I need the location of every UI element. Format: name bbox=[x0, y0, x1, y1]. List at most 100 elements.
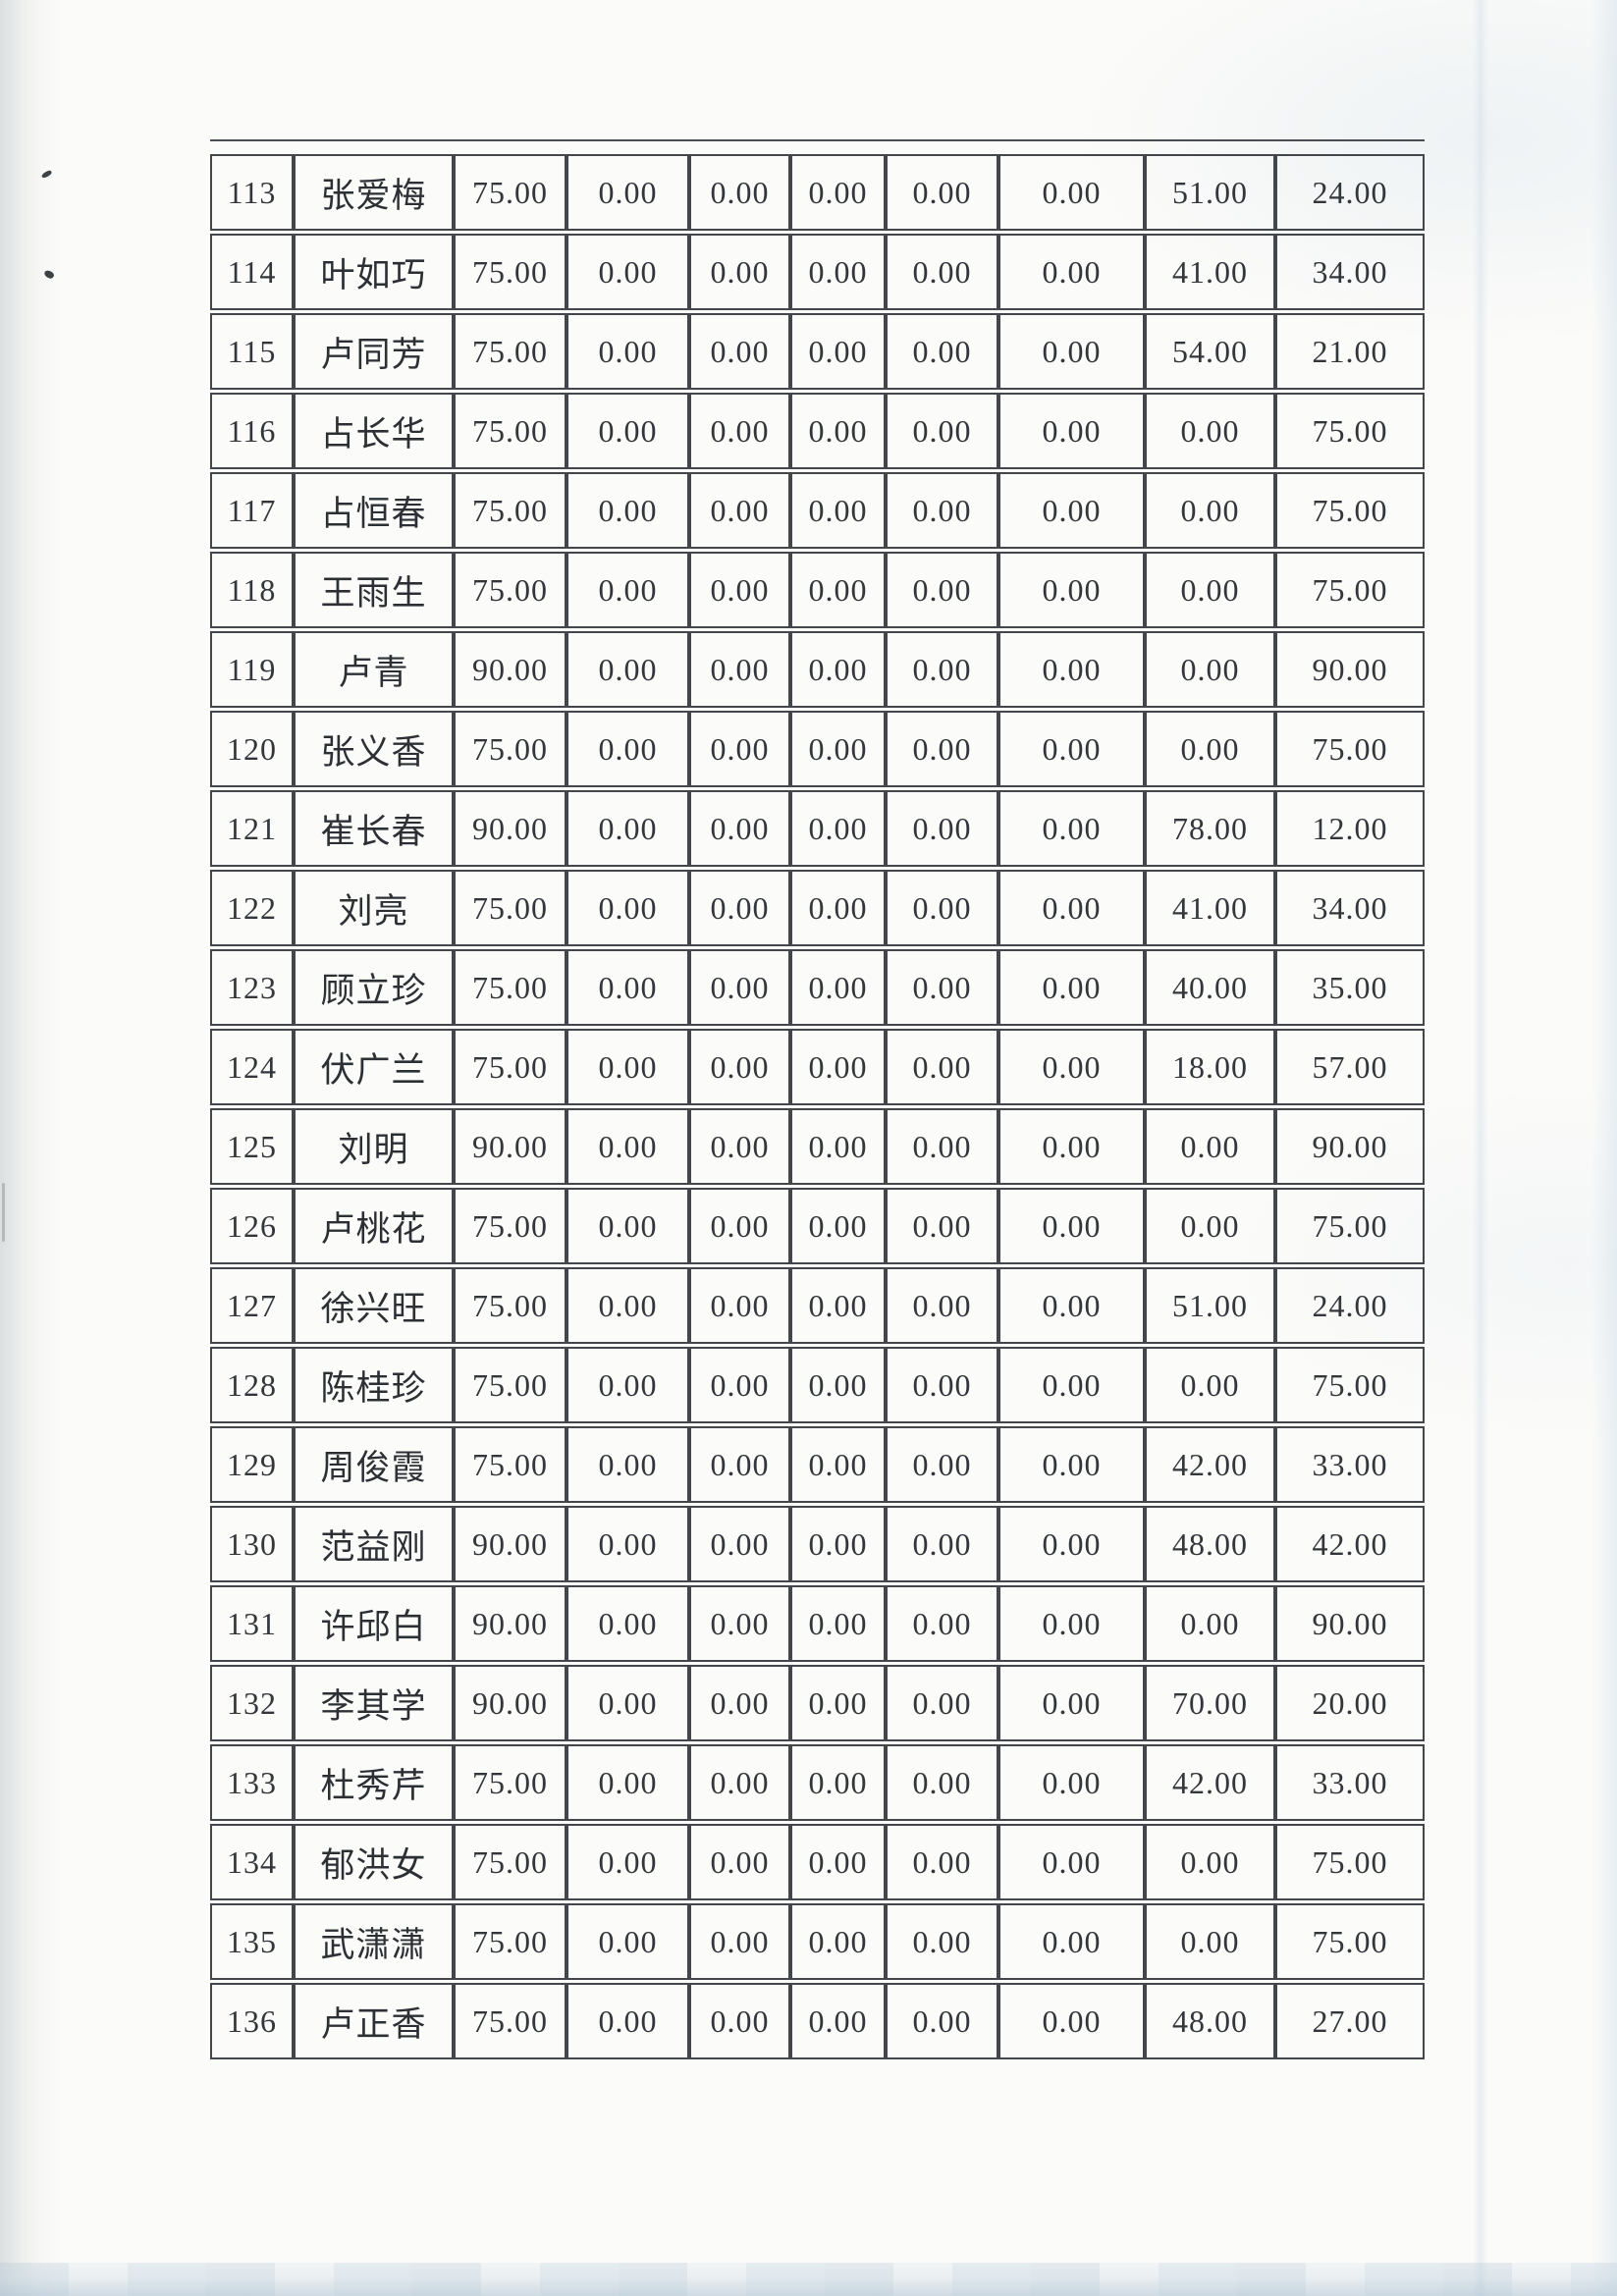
value-cell: 0.00 bbox=[689, 1267, 790, 1344]
value-cell: 0.00 bbox=[886, 1426, 998, 1503]
value-cell: 90.00 bbox=[454, 790, 566, 867]
name-cell: 卢桃花 bbox=[294, 1188, 454, 1264]
value-cell: 75.00 bbox=[1275, 1903, 1425, 1980]
value-cell: 0.00 bbox=[689, 472, 790, 549]
value-cell: 0.00 bbox=[790, 790, 886, 867]
scan-line-artifact bbox=[2, 1183, 5, 1242]
row-number-cell: 115 bbox=[210, 313, 294, 390]
value-cell: 90.00 bbox=[1275, 1585, 1425, 1662]
value-cell: 0.00 bbox=[790, 1267, 886, 1344]
value-cell: 75.00 bbox=[454, 1188, 566, 1264]
value-cell: 0.00 bbox=[1145, 1824, 1275, 1900]
row-number-cell: 131 bbox=[210, 1585, 294, 1662]
value-cell: 0.00 bbox=[886, 154, 998, 231]
value-cell: 48.00 bbox=[1145, 1983, 1275, 2059]
value-cell: 90.00 bbox=[454, 1108, 566, 1185]
table-row: 118 王雨生 75.00 0.00 0.00 0.00 0.00 0.00 0.00 75.00 bbox=[210, 552, 1425, 628]
value-cell: 0.00 bbox=[566, 552, 689, 628]
value-cell: 0.00 bbox=[886, 393, 998, 469]
value-cell: 27.00 bbox=[1275, 1983, 1425, 2059]
row-number-cell: 133 bbox=[210, 1744, 294, 1821]
table-row: 121 崔长春 90.00 0.00 0.00 0.00 0.00 0.00 78.00 12.0… bbox=[210, 790, 1425, 867]
value-cell: 35.00 bbox=[1275, 949, 1425, 1026]
value-cell: 51.00 bbox=[1145, 154, 1275, 231]
value-cell: 0.00 bbox=[998, 234, 1145, 310]
value-cell: 0.00 bbox=[689, 870, 790, 946]
value-cell: 0.00 bbox=[886, 1267, 998, 1344]
value-cell: 0.00 bbox=[566, 1426, 689, 1503]
value-cell: 48.00 bbox=[1145, 1506, 1275, 1582]
value-cell: 0.00 bbox=[689, 1029, 790, 1105]
value-cell: 0.00 bbox=[566, 790, 689, 867]
table-row: 117 占恒春 75.00 0.00 0.00 0.00 0.00 0.00 0.00 75.00 bbox=[210, 472, 1425, 549]
value-cell: 20.00 bbox=[1275, 1665, 1425, 1741]
value-cell: 0.00 bbox=[790, 1983, 886, 2059]
row-number-cell: 135 bbox=[210, 1903, 294, 1980]
value-cell: 75.00 bbox=[454, 552, 566, 628]
name-cell: 徐兴旺 bbox=[294, 1267, 454, 1344]
row-number-cell: 128 bbox=[210, 1347, 294, 1423]
value-cell: 0.00 bbox=[790, 472, 886, 549]
value-cell: 0.00 bbox=[566, 1744, 689, 1821]
value-cell: 0.00 bbox=[566, 1585, 689, 1662]
table-row: 124 伏广兰 75.00 0.00 0.00 0.00 0.00 0.00 18.00 57.0… bbox=[210, 1029, 1425, 1105]
value-cell: 0.00 bbox=[689, 631, 790, 708]
value-cell: 0.00 bbox=[790, 1903, 886, 1980]
table-row: 129 周俊霞 75.00 0.00 0.00 0.00 0.00 0.00 42.00 33.0… bbox=[210, 1426, 1425, 1503]
value-cell: 0.00 bbox=[886, 1506, 998, 1582]
value-cell: 0.00 bbox=[886, 1347, 998, 1423]
value-cell: 0.00 bbox=[790, 393, 886, 469]
value-cell: 0.00 bbox=[566, 234, 689, 310]
value-cell: 75.00 bbox=[454, 1824, 566, 1900]
row-number-cell: 127 bbox=[210, 1267, 294, 1344]
table-row: 127 徐兴旺 75.00 0.00 0.00 0.00 0.00 0.00 51.00 24.0… bbox=[210, 1267, 1425, 1344]
ink-speck bbox=[42, 268, 56, 281]
value-cell: 75.00 bbox=[454, 1983, 566, 2059]
value-cell: 0.00 bbox=[790, 1029, 886, 1105]
value-cell: 0.00 bbox=[566, 1029, 689, 1105]
value-cell: 0.00 bbox=[886, 711, 998, 787]
table-row: 113 张爱梅 75.00 0.00 0.00 0.00 0.00 0.00 51.00 24.0… bbox=[210, 154, 1425, 231]
table-row: 122 刘亮 75.00 0.00 0.00 0.00 0.00 0.00 41.00 34.00 bbox=[210, 870, 1425, 946]
value-cell: 0.00 bbox=[566, 1983, 689, 2059]
value-cell: 0.00 bbox=[998, 1585, 1145, 1662]
value-cell: 0.00 bbox=[566, 870, 689, 946]
value-cell: 0.00 bbox=[566, 472, 689, 549]
table-row: 123 顾立珍 75.00 0.00 0.00 0.00 0.00 0.00 40.00 35.0… bbox=[210, 949, 1425, 1026]
value-cell: 0.00 bbox=[1145, 631, 1275, 708]
value-cell: 0.00 bbox=[689, 1347, 790, 1423]
row-number-cell: 124 bbox=[210, 1029, 294, 1105]
value-cell: 41.00 bbox=[1145, 870, 1275, 946]
value-cell: 75.00 bbox=[454, 472, 566, 549]
value-cell: 75.00 bbox=[454, 711, 566, 787]
name-cell: 李其学 bbox=[294, 1665, 454, 1741]
value-cell: 0.00 bbox=[689, 1585, 790, 1662]
value-cell: 0.00 bbox=[998, 1267, 1145, 1344]
table-row: 115 卢同芳 75.00 0.00 0.00 0.00 0.00 0.00 54.00 21.0… bbox=[210, 313, 1425, 390]
scan-edge-bottom bbox=[0, 2263, 1617, 2296]
value-cell: 0.00 bbox=[886, 631, 998, 708]
value-cell: 0.00 bbox=[886, 870, 998, 946]
name-cell: 卢正香 bbox=[294, 1983, 454, 2059]
value-cell: 0.00 bbox=[998, 1506, 1145, 1582]
value-cell: 0.00 bbox=[790, 234, 886, 310]
value-cell: 0.00 bbox=[998, 790, 1145, 867]
value-cell: 0.00 bbox=[998, 1665, 1145, 1741]
value-cell: 0.00 bbox=[689, 1426, 790, 1503]
table-row: 136 卢正香 75.00 0.00 0.00 0.00 0.00 0.00 48.00 27.0… bbox=[210, 1983, 1425, 2059]
value-cell: 75.00 bbox=[1275, 1824, 1425, 1900]
value-cell: 0.00 bbox=[689, 711, 790, 787]
value-cell: 12.00 bbox=[1275, 790, 1425, 867]
row-number-cell: 122 bbox=[210, 870, 294, 946]
table-row: 128 陈桂珍 75.00 0.00 0.00 0.00 0.00 0.00 0.00 75.00 bbox=[210, 1347, 1425, 1423]
table-row: 126 卢桃花 75.00 0.00 0.00 0.00 0.00 0.00 0.00 75.00 bbox=[210, 1188, 1425, 1264]
value-cell: 0.00 bbox=[566, 1188, 689, 1264]
value-cell: 0.00 bbox=[566, 1903, 689, 1980]
value-cell: 75.00 bbox=[1275, 393, 1425, 469]
name-cell: 卢同芳 bbox=[294, 313, 454, 390]
value-cell: 0.00 bbox=[689, 949, 790, 1026]
value-cell: 0.00 bbox=[998, 870, 1145, 946]
value-cell: 0.00 bbox=[886, 790, 998, 867]
value-cell: 90.00 bbox=[454, 1665, 566, 1741]
name-cell: 张义香 bbox=[294, 711, 454, 787]
